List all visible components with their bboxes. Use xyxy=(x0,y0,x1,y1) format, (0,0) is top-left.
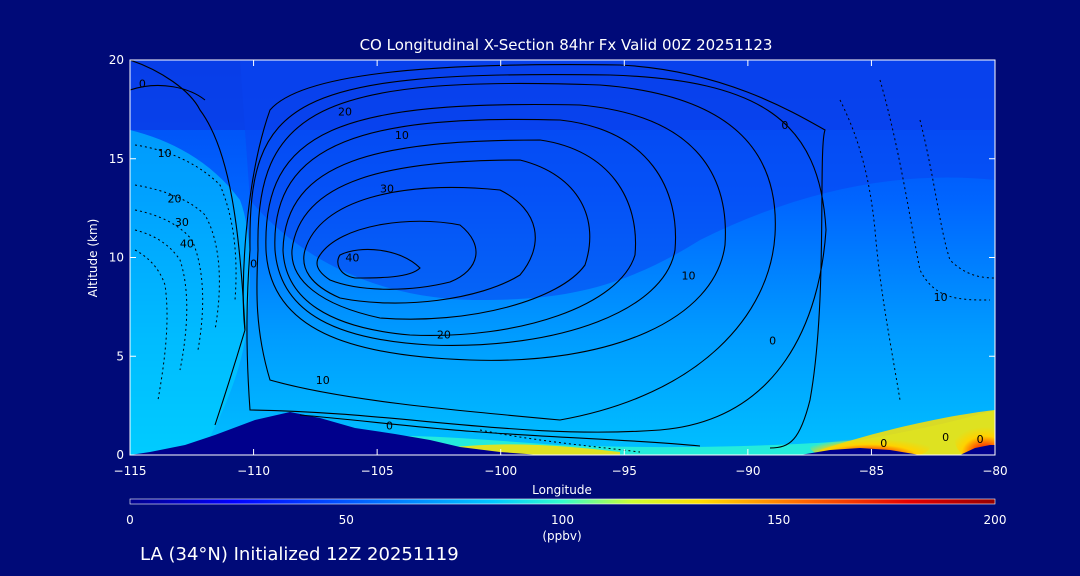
x-tick-label: −80 xyxy=(982,464,1007,478)
colorbar-tick-label: 200 xyxy=(984,513,1007,527)
neg-contour-20-left xyxy=(134,184,220,331)
contour-label: 10 xyxy=(395,129,409,142)
contour-label: 30 xyxy=(175,216,189,229)
x-axis: −115 −110 −105 −100 −95 −90 −85 −80 xyxy=(114,60,1008,478)
colorbar xyxy=(129,498,996,505)
contour-label: 0 xyxy=(769,334,776,347)
y-axis: 0 5 10 15 20 xyxy=(109,53,995,462)
contour-label: 0 xyxy=(977,433,984,446)
contour-label: 10 xyxy=(682,269,696,282)
contour-label: 0 xyxy=(880,437,887,450)
contour-label: 30 xyxy=(380,182,394,195)
contour-labels: 0 0 0 0 0 0 0 0 10 20 30 40 10 20 30 40 20 10 10 10 xyxy=(139,78,984,450)
x-tick-label: −85 xyxy=(859,464,884,478)
contour-5 xyxy=(246,73,827,433)
contour-negative xyxy=(134,79,995,453)
contour-lines xyxy=(130,60,827,449)
x-tick-label: −110 xyxy=(237,464,270,478)
contour-label: 20 xyxy=(167,192,181,205)
hotspot-east xyxy=(810,433,930,455)
contour-label: 0 xyxy=(386,419,393,432)
contour-label: 10 xyxy=(316,374,330,387)
contour-38 xyxy=(316,220,477,290)
y-tick-label: 0 xyxy=(116,448,124,462)
plot-area: 0 0 0 0 0 0 0 0 10 20 30 40 10 20 30 40 20 10 10 10 xyxy=(130,60,995,455)
neg-contour-20-right xyxy=(919,119,995,279)
left-plume xyxy=(130,130,250,455)
x-tick-label: −100 xyxy=(484,464,517,478)
contour-40 xyxy=(337,248,421,279)
contour-30 xyxy=(291,159,591,320)
y-tick-label: 5 xyxy=(116,349,124,363)
contour-label: 40 xyxy=(345,252,359,265)
contour-label: 10 xyxy=(158,147,172,160)
contour-label: 20 xyxy=(338,105,352,118)
y-tick-label: 20 xyxy=(109,53,124,67)
contour-0-top xyxy=(130,84,206,101)
colorbar-tick-label: 100 xyxy=(551,513,574,527)
chart-title: CO Longitudinal X-Section 84hr Fx Valid … xyxy=(360,36,773,54)
x-tick-label: −90 xyxy=(735,464,760,478)
contour-20 xyxy=(274,118,677,346)
contour-label: 10 xyxy=(934,291,948,304)
neg-contour-15-right xyxy=(879,79,991,301)
contour-label: 20 xyxy=(437,329,451,342)
contour-10 xyxy=(256,82,776,421)
terrain xyxy=(130,412,540,455)
contour-label: 0 xyxy=(139,78,146,91)
colorbar-tick-label: 0 xyxy=(126,513,134,527)
contour-label: 40 xyxy=(180,238,194,251)
contour-0-surface xyxy=(299,414,701,447)
neg-contour-10-right xyxy=(839,99,901,401)
x-axis-label: Longitude xyxy=(532,483,592,497)
colorbar-units: (ppbv) xyxy=(542,529,581,543)
y-axis-label: Altitude (km) xyxy=(86,219,100,298)
neg-contour-50-left xyxy=(134,249,168,401)
contour-0-left xyxy=(130,60,246,426)
contour-35 xyxy=(303,186,536,304)
y-tick-label: 15 xyxy=(109,152,124,166)
colorbar-ticks: 0 50 100 150 200 xyxy=(126,513,1006,527)
neg-contour-40-left xyxy=(134,229,188,371)
x-tick-label: −105 xyxy=(361,464,394,478)
contour-0-main xyxy=(242,64,826,449)
neg-contour-surface xyxy=(479,429,641,453)
colorbar-tick-label: 150 xyxy=(767,513,790,527)
contour-label: 0 xyxy=(781,119,788,132)
y-tick-label: 10 xyxy=(109,251,124,265)
terrain-east xyxy=(800,445,995,455)
contour-label: 0 xyxy=(250,257,257,270)
hotspot-coast xyxy=(955,418,995,455)
x-tick-label: −95 xyxy=(612,464,637,478)
x-tick-label: −115 xyxy=(114,464,147,478)
contour-label: 0 xyxy=(942,431,949,444)
colorbar-tick-label: 50 xyxy=(339,513,354,527)
contour-15 xyxy=(265,103,726,361)
neg-contour-30-left xyxy=(134,209,204,351)
neg-contour-10-left xyxy=(134,144,237,301)
contour-25 xyxy=(282,139,637,337)
caption: LA (34°N) Initialized 12Z 20251119 xyxy=(140,544,459,565)
